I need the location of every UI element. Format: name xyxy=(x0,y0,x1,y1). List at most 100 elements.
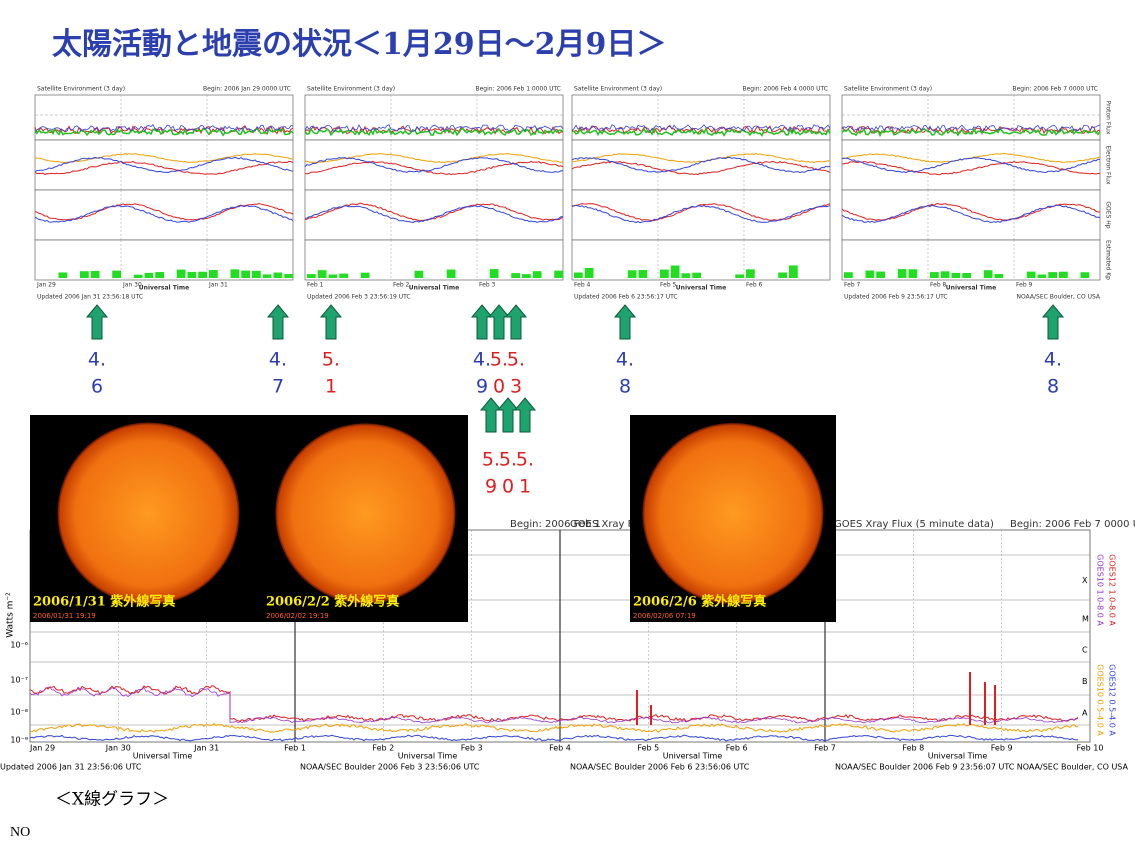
kp-bar xyxy=(660,269,669,278)
panel-footer: Updated 2006 Feb 3 23:56:19 UTC xyxy=(307,294,411,301)
date-label: Jan 31 xyxy=(193,744,219,753)
side-label: GOES Hp xyxy=(1105,201,1112,228)
photo-caption: 2006/2/2 紫外線写真 xyxy=(266,594,399,610)
kp-bar xyxy=(994,273,1004,278)
date-label: Feb 4 xyxy=(549,744,571,753)
panel-begin: Begin: 2006 Feb 7 0000 UTC xyxy=(1012,86,1098,93)
kp-bar xyxy=(446,269,456,278)
photo-timestamp: 2006/02/02 19:19 xyxy=(266,612,329,620)
arrow xyxy=(513,397,537,433)
kp-bar xyxy=(112,270,121,278)
panel-footer: Updated 2006 Feb 6 23:56:17 UTC xyxy=(574,294,678,301)
proton-trace xyxy=(841,125,1101,136)
date-label: Jan 30 xyxy=(122,282,142,289)
magnitude: 5. xyxy=(516,449,534,471)
flux-trace xyxy=(29,686,1079,724)
proton-trace xyxy=(304,125,564,135)
date-label: Jan 31 xyxy=(208,282,228,289)
kp-bar xyxy=(328,274,338,278)
date-label: Feb 3 xyxy=(461,744,483,753)
kp-bar xyxy=(692,272,701,278)
subpanel xyxy=(571,139,831,191)
kp-bar xyxy=(584,267,594,278)
class-label: B xyxy=(1082,677,1088,686)
time-axis-label: Universal Time xyxy=(398,752,458,761)
sun-disk xyxy=(642,422,824,605)
arrow xyxy=(470,304,494,340)
y-tick-label: 10⁻⁸ xyxy=(10,708,28,717)
panel-heading: Satellite Environment (3 day) xyxy=(307,86,395,93)
date-label: Feb 9 xyxy=(991,744,1013,753)
kp-bar xyxy=(1059,271,1068,278)
xray-footer: NOAA/SEC Boulder 2006 Feb 9 23:56:07 UTC xyxy=(835,763,1015,772)
arrow xyxy=(613,304,637,340)
date-label: Feb 10 xyxy=(1077,744,1104,753)
magnitude: 1 xyxy=(519,476,531,498)
date-label: Feb 6 xyxy=(746,282,763,289)
kp-bar xyxy=(273,272,283,278)
magnitude: 6 xyxy=(91,376,103,398)
y-tick-label: 10⁻⁶ xyxy=(10,641,28,650)
kp-bar xyxy=(317,270,327,278)
proton-trace xyxy=(304,127,564,137)
kp-bar xyxy=(198,271,207,278)
kp-bar xyxy=(522,274,531,278)
date-label: Jan 30 xyxy=(105,744,131,753)
xray-footer: Updated 2006 Jan 31 23:56:06 UTC xyxy=(0,763,142,772)
panel-footer: Updated 2006 Feb 9 23:56:17 UTC xyxy=(844,294,948,301)
subpanel xyxy=(841,139,1101,191)
date-label: Feb 7 xyxy=(814,744,836,753)
kp-bar xyxy=(778,272,787,278)
date-label: Feb 6 xyxy=(726,744,748,753)
sun-disk xyxy=(275,423,456,604)
proton-trace xyxy=(841,124,1101,132)
arrow xyxy=(479,397,503,433)
time-axis-label: Universal Time xyxy=(139,285,189,292)
arrow xyxy=(266,304,290,340)
xray-title: GOES Xray Flux (5 minute data) xyxy=(834,519,994,530)
photo-timestamp: 2006/02/06 07:19 xyxy=(633,612,696,620)
magnitude: 8 xyxy=(619,376,631,398)
kp-bar xyxy=(489,269,499,278)
photo-timestamp: 2006/01/31 19:19 xyxy=(33,612,96,620)
class-label: A xyxy=(1082,709,1088,718)
date-label: Feb 2 xyxy=(393,282,410,289)
kp-bar xyxy=(511,273,520,278)
electron-trace xyxy=(571,156,831,174)
panel-footer: Updated 2006 Jan 31 23:56:18 UTC xyxy=(37,294,143,301)
arrow xyxy=(504,304,528,340)
kp-bar xyxy=(252,270,261,278)
kp-bar xyxy=(844,272,853,278)
arrow xyxy=(487,304,511,340)
date-label: Feb 4 xyxy=(574,282,591,289)
legend-entry: GOES10 0.5-4.0 A xyxy=(1096,664,1105,736)
time-axis-label: Universal Time xyxy=(946,285,996,292)
electron-trace xyxy=(304,160,564,176)
hp-trace xyxy=(841,204,1101,223)
kp-bar xyxy=(58,272,68,278)
panel-begin: Begin: 2006 Feb 4 0000 UTC xyxy=(742,86,828,93)
hp-trace xyxy=(304,205,564,224)
arrow xyxy=(496,397,520,433)
date-label: Feb 5 xyxy=(660,282,677,289)
kp-bar xyxy=(940,271,950,278)
magnitude: 9 xyxy=(485,476,497,498)
kp-bar xyxy=(80,271,89,278)
electron-trace xyxy=(34,160,294,175)
date-label: Jan 29 xyxy=(36,282,56,289)
date-label: Jan 29 xyxy=(29,744,55,753)
time-axis-label: Universal Time xyxy=(133,752,193,761)
panel-begin: Begin: 2006 Jan 29 0000 UTC xyxy=(203,86,291,93)
time-axis-label: Universal Time xyxy=(676,285,726,292)
kp-bar xyxy=(574,272,583,278)
date-label: Feb 8 xyxy=(930,282,947,289)
hp-trace xyxy=(304,202,564,222)
magnitude: 5. xyxy=(482,449,500,471)
kp-bar xyxy=(627,270,637,278)
kp-bar xyxy=(187,271,197,278)
date-label: Feb 1 xyxy=(307,282,324,289)
subpanel xyxy=(34,139,294,191)
note: NO xyxy=(10,825,30,840)
